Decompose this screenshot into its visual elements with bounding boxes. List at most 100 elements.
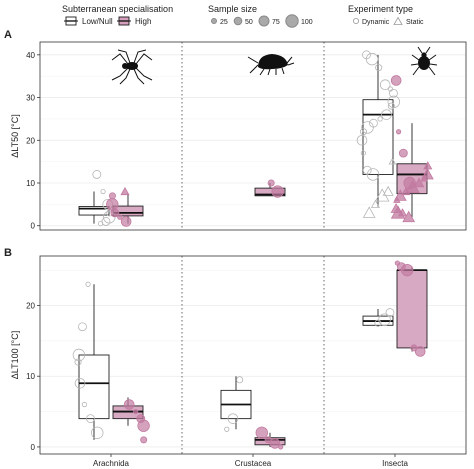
panel-b-point-arachnida-low-null-circle [85, 281, 91, 287]
panel-a-box-insecta-low-null-iqr [362, 99, 394, 175]
panel-b-point-crustacea-high-circle [255, 426, 268, 439]
legend-item-high: High [117, 16, 151, 26]
panel-b-box-insecta-high [396, 266, 428, 352]
x-tick-label-crustacea: Crustacea [235, 459, 272, 468]
panel-a-point-insecta-low-null-triangle [382, 185, 394, 196]
panel-a-point-crustacea-high-circle [267, 179, 275, 187]
panel-a-point-insecta-high-triangle [397, 208, 408, 217]
panel-a-box-arachnida-low-null [78, 191, 110, 224]
panel-a-points [92, 50, 434, 227]
panel-b-point-insecta-low-null-circle [385, 308, 395, 317]
panel-b-point-arachnida-low-null-circle [86, 414, 95, 424]
panel-label-b: B [4, 247, 12, 259]
panel-a-point-insecta-low-null-triangle [362, 206, 376, 218]
panel-a-point-insecta-high-circle [390, 75, 402, 86]
panel-a-point-insecta-high-triangle [401, 186, 411, 196]
panel-b-point-crustacea-low-null-circle [224, 426, 230, 432]
panel-a-point-insecta-low-null-circle [361, 121, 374, 134]
panel-a-point-arachnida-low-null-circle [100, 188, 106, 195]
panel-b-point-crustacea-low-null-circle [227, 413, 239, 424]
legend-title-experiment: Experiment type [348, 4, 413, 14]
panel-a-point-insecta-low-null-circle [377, 116, 383, 122]
panel-b-point-arachnida-low-null-circle [74, 377, 86, 389]
legend-item-low: Low/Null [64, 16, 113, 26]
panel-b-point-arachnida-high-circle [123, 399, 135, 410]
panel-a-point-arachnida-low-null-circle [92, 170, 102, 179]
panel-a-point-insecta-low-null-triangle [370, 199, 381, 208]
panel-b-box-insecta-high-iqr [396, 269, 428, 349]
panel-a-point-insecta-high-circle [398, 148, 408, 158]
panel-a-point-arachnida-high-circle [106, 198, 119, 211]
panel-a-point-insecta-high-triangle [420, 174, 428, 182]
panel-b-point-insecta-high-circle [400, 263, 414, 277]
panel-a-point-arachnida-high-triangle [120, 186, 130, 196]
panel-b-point-arachnida-high-circle [133, 408, 139, 415]
isopod-icon [247, 54, 295, 76]
panel-a-y-tick-label: 40 [26, 51, 35, 60]
panel-a-point-insecta-low-null-circle [356, 134, 368, 146]
panel-a-box-insecta-low-null [362, 54, 394, 207]
legend-size-25 [211, 18, 217, 24]
panel-a-point-insecta-high-triangle [413, 177, 425, 188]
legend-size-label-75: 75 [272, 19, 280, 26]
panel-b-box-arachnida-low-null [78, 284, 110, 440]
panel-b-ylabel: ΔLT100 [°C] [10, 331, 20, 379]
panel-b-point-arachnida-low-null-circle [78, 322, 87, 332]
panel-b-point-crustacea-low-null-circle [236, 376, 244, 384]
panel-b-point-insecta-high-circle [414, 346, 426, 357]
legend-shape-dynamic [352, 17, 359, 24]
panel-b-box-insecta-low-null [362, 309, 394, 327]
panel-a-point-insecta-low-null-circle [379, 79, 391, 91]
panel-b-point-arachnida-low-null-circle [91, 426, 104, 439]
panel-a-point-insecta-low-null-circle [359, 128, 367, 136]
panel-a-point-insecta-high-triangle [402, 210, 416, 223]
legend-title-specialisation: Subterranean specialisation [62, 4, 173, 14]
panel-b-point-arachnida-high-circle [137, 419, 150, 432]
panel-a-point-insecta-low-null-circle [387, 102, 395, 110]
panel-a-point-insecta-low-null-circle [360, 150, 366, 156]
panel-b-point-arachnida-low-null-circle [72, 348, 86, 362]
panel-a-y-tick-label: 0 [31, 222, 36, 231]
legend-size-label-100: 100 [301, 19, 313, 26]
x-tick-label-arachnida: Arachnida [93, 459, 130, 468]
panel-a-point-insecta-low-null-circle [381, 109, 392, 120]
panel-a-point-arachnida-high-circle [108, 192, 116, 200]
legend-title-sample-size: Sample size [208, 4, 257, 14]
panel-a-point-arachnida-high-circle [120, 216, 132, 227]
panel-a-point-insecta-low-null-circle [365, 52, 379, 66]
legend-label-low: Low/Null [82, 17, 113, 26]
panel-a-point-insecta-low-null-triangle [388, 157, 397, 165]
panel-a-y-tick-label: 30 [26, 94, 35, 103]
panel-b-y-tick-label: 10 [26, 372, 35, 381]
panel-a-point-arachnida-high-circle [117, 214, 123, 220]
legend-label-high: High [135, 17, 151, 26]
panel-a-y-tick-label: 20 [26, 136, 35, 145]
panel-b: 0 10 20 [26, 256, 466, 454]
beetle-icon [410, 46, 438, 76]
panel-a-point-arachnida-low-null-circle [101, 217, 111, 226]
panel-a-point-insecta-high-triangle [405, 179, 420, 193]
panel-b-point-arachnida-high-circle [140, 436, 148, 444]
panel-b-box-crustacea-low-null [220, 376, 252, 430]
panel-a-box-arachnida-low-null-iqr [78, 206, 110, 216]
panel-b-points [72, 260, 426, 450]
panel-a: 0 10 20 30 40 [26, 42, 466, 231]
panel-a-point-insecta-high-triangle [393, 196, 401, 203]
legend-size-label-25: 25 [220, 19, 228, 26]
legend-label-dynamic: Dynamic [362, 19, 390, 26]
panel-a-point-insecta-low-null-circle [366, 168, 380, 181]
legend-size-label-50: 50 [245, 19, 253, 26]
panel-b-point-arachnida-low-null-circle [74, 358, 82, 366]
panel-b-y-tick-label: 20 [26, 302, 35, 311]
x-tick-label-insecta: Insecta [382, 459, 408, 468]
panel-a-box-insecta-high [396, 123, 428, 218]
legend: Subterranean specialisation Low/Null Hig… [62, 4, 424, 28]
panel-b-point-arachnida-low-null-circle [81, 401, 88, 408]
panel-b-point-insecta-low-null-circle [378, 313, 391, 326]
panel-b-point-crustacea-high-circle [269, 438, 281, 449]
panel-a-y-tick-label: 10 [26, 179, 35, 188]
panel-a-point-crustacea-high-circle [271, 185, 284, 198]
panel-a-point-insecta-low-null-circle [389, 88, 398, 98]
spider-icon [111, 49, 153, 85]
panel-a-point-insecta-low-null-triangle [374, 188, 390, 202]
